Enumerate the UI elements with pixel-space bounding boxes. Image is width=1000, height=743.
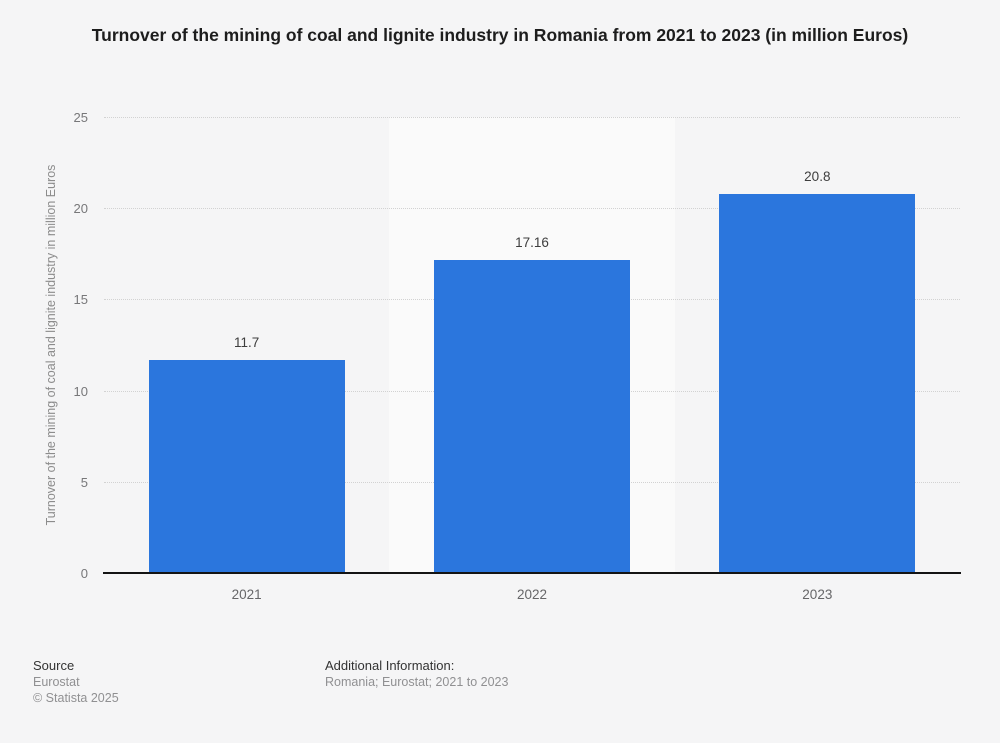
bar-2021 <box>148 359 345 573</box>
y-tick-label-20: 20 <box>73 201 88 217</box>
y-tick-label-10: 10 <box>73 383 88 399</box>
bar-value-label-2022: 17.16 <box>515 235 549 250</box>
gridline-20 <box>104 208 960 210</box>
statista-copyright: © Statista 2025 <box>33 691 119 705</box>
y-tick-label-0: 0 <box>80 566 88 581</box>
y-axis-ticks: 0 5 10 15 20 25 <box>0 110 88 581</box>
x-axis-line <box>103 572 961 574</box>
plot-area: 11.7 2021 17.16 2022 20.8 2023 <box>103 117 961 602</box>
y-tick-label-25: 25 <box>73 110 88 125</box>
source-heading: Source <box>33 658 75 673</box>
bar-value-label-2023: 20.8 <box>804 168 831 184</box>
bar-value-label-2021: 11.7 <box>234 334 260 350</box>
additional-information-text: Romania; Eurostat; 2021 to 2023 <box>325 675 509 689</box>
chart-title: Turnover of the mining of coal and ligni… <box>91 25 909 45</box>
source-name: Eurostat <box>33 675 80 689</box>
x-axis-label-2022: 2022 <box>516 587 548 602</box>
x-axis-label-2021: 2021 <box>231 587 262 602</box>
additional-information-heading: Additional Information: <box>325 658 455 673</box>
y-tick-label-15: 15 <box>73 292 88 308</box>
bar-2022 <box>434 260 630 573</box>
y-tick-label-5: 5 <box>80 474 88 490</box>
x-axis-label-2023: 2023 <box>802 587 833 602</box>
gridline-25 <box>104 117 960 118</box>
bar-2023 <box>719 193 916 573</box>
